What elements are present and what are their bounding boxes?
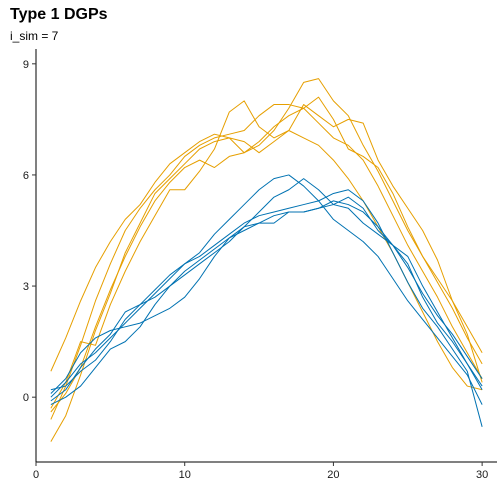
chart-subtitle: i_sim = 7 — [10, 29, 59, 43]
y-tick-label: 0 — [23, 392, 29, 404]
series-line-orange-2 — [50, 107, 483, 379]
y-tick-label: 3 — [23, 281, 29, 293]
series-line-blue-7 — [50, 196, 483, 402]
series-line-blue-8 — [50, 178, 483, 394]
series-line-blue-9 — [50, 200, 483, 406]
y-tick-label: 9 — [23, 59, 29, 71]
x-tick-label: 0 — [33, 469, 39, 481]
chart-title: Type 1 DGPs — [10, 6, 108, 23]
series-line-orange-4 — [50, 96, 483, 420]
x-tick-label: 10 — [179, 469, 191, 481]
x-tick-label: 30 — [476, 469, 488, 481]
series-line-orange-5 — [50, 100, 483, 409]
y-tick-label: 6 — [23, 170, 29, 182]
axis-layer: 0 10 20 30 0 3 6 9 — [23, 59, 488, 481]
x-tick-label: 20 — [327, 469, 339, 481]
series-line-blue-10 — [50, 174, 483, 405]
series-line-blue-6 — [50, 189, 483, 427]
series-layer — [50, 78, 483, 442]
series-line-orange-3 — [50, 78, 483, 413]
